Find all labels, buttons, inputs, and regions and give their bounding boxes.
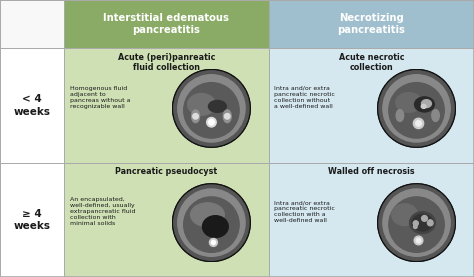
Ellipse shape: [223, 110, 231, 123]
Circle shape: [211, 240, 215, 244]
Bar: [269, 0, 474, 48]
Text: Intra and/or extra
pancreatic necrotic
collection without
a well-defined wall: Intra and/or extra pancreatic necrotic c…: [274, 86, 335, 109]
Circle shape: [225, 114, 230, 119]
Text: Necrotizing
pancreatitis: Necrotizing pancreatitis: [337, 13, 405, 35]
Text: An encapsulated,
well-defined, usually
extrapancreatic fluid
collection with
min: An encapsulated, well-defined, usually e…: [70, 197, 135, 226]
Circle shape: [428, 220, 433, 226]
Circle shape: [413, 221, 418, 226]
Bar: [64, 0, 269, 48]
Ellipse shape: [209, 101, 226, 112]
Bar: [0, 0, 64, 48]
Circle shape: [193, 114, 198, 119]
Circle shape: [383, 189, 450, 256]
Text: < 4
weeks: < 4 weeks: [13, 94, 51, 117]
Ellipse shape: [421, 104, 426, 108]
Bar: [269, 48, 474, 163]
Text: Acute (peri)panreatic
fluid collection: Acute (peri)panreatic fluid collection: [118, 53, 215, 72]
Circle shape: [174, 71, 249, 146]
Circle shape: [178, 189, 245, 256]
Text: Homogenous fluid
adjacent to
pancreas without a
recognizable wall: Homogenous fluid adjacent to pancreas wi…: [70, 86, 130, 109]
Bar: [64, 48, 269, 163]
Text: Walled off necrosis: Walled off necrosis: [328, 167, 415, 176]
Text: Intra and/or extra
pancreatic necrotic
collection with a
well-defined wall: Intra and/or extra pancreatic necrotic c…: [274, 200, 335, 223]
Ellipse shape: [432, 110, 439, 121]
Ellipse shape: [202, 216, 228, 237]
Circle shape: [210, 238, 218, 247]
Bar: [0, 163, 64, 277]
Ellipse shape: [410, 212, 435, 234]
Text: Pancreatic pseudocyst: Pancreatic pseudocyst: [115, 167, 218, 176]
Circle shape: [416, 238, 421, 243]
Ellipse shape: [392, 204, 418, 225]
Circle shape: [389, 83, 444, 138]
Circle shape: [413, 118, 424, 129]
Ellipse shape: [412, 214, 433, 231]
Circle shape: [379, 71, 454, 146]
Text: Interstitial edematous
pancreatitis: Interstitial edematous pancreatitis: [103, 13, 229, 35]
Circle shape: [172, 183, 251, 262]
Ellipse shape: [191, 203, 224, 227]
Circle shape: [421, 216, 428, 221]
Circle shape: [379, 185, 454, 260]
Circle shape: [416, 121, 421, 126]
Ellipse shape: [396, 93, 421, 112]
Ellipse shape: [421, 100, 431, 107]
Bar: [269, 163, 474, 277]
Circle shape: [178, 75, 245, 142]
Bar: [0, 48, 64, 163]
Circle shape: [389, 197, 444, 252]
Circle shape: [377, 69, 456, 148]
Ellipse shape: [188, 94, 215, 115]
Circle shape: [174, 185, 249, 260]
Circle shape: [209, 119, 214, 125]
Circle shape: [383, 75, 450, 142]
Circle shape: [414, 236, 423, 245]
Text: Acute necrotic
collection: Acute necrotic collection: [338, 53, 404, 72]
Ellipse shape: [415, 97, 434, 112]
Circle shape: [377, 183, 456, 262]
Circle shape: [207, 117, 216, 127]
Circle shape: [172, 69, 251, 148]
Text: ≥ 4
weeks: ≥ 4 weeks: [13, 209, 51, 231]
Ellipse shape: [396, 110, 404, 121]
Circle shape: [413, 225, 417, 229]
Circle shape: [184, 197, 239, 252]
Bar: [64, 163, 269, 277]
Ellipse shape: [191, 110, 200, 123]
Circle shape: [184, 83, 239, 138]
Circle shape: [428, 220, 432, 224]
